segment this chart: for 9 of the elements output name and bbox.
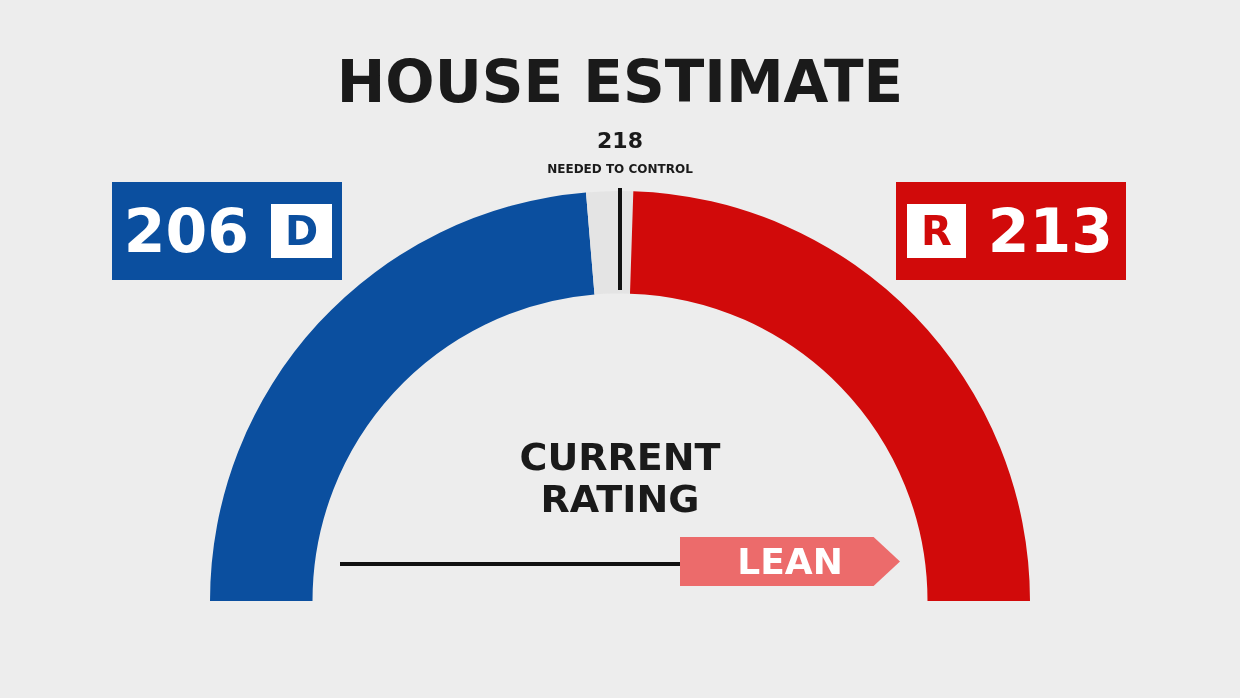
data-label: 213 — [986, 196, 1115, 266]
data-label: 206 — [122, 196, 251, 266]
text: LEAN — [680, 537, 900, 586]
text: CURRENT RATING — [518, 435, 722, 521]
slice-label: R — [906, 204, 966, 258]
chart-title: HOUSE ESTIMATE — [335, 48, 905, 116]
text: NEEDED TO CONTROL — [546, 162, 694, 176]
slice-label: D — [271, 204, 333, 258]
text: 218 — [596, 128, 644, 153]
